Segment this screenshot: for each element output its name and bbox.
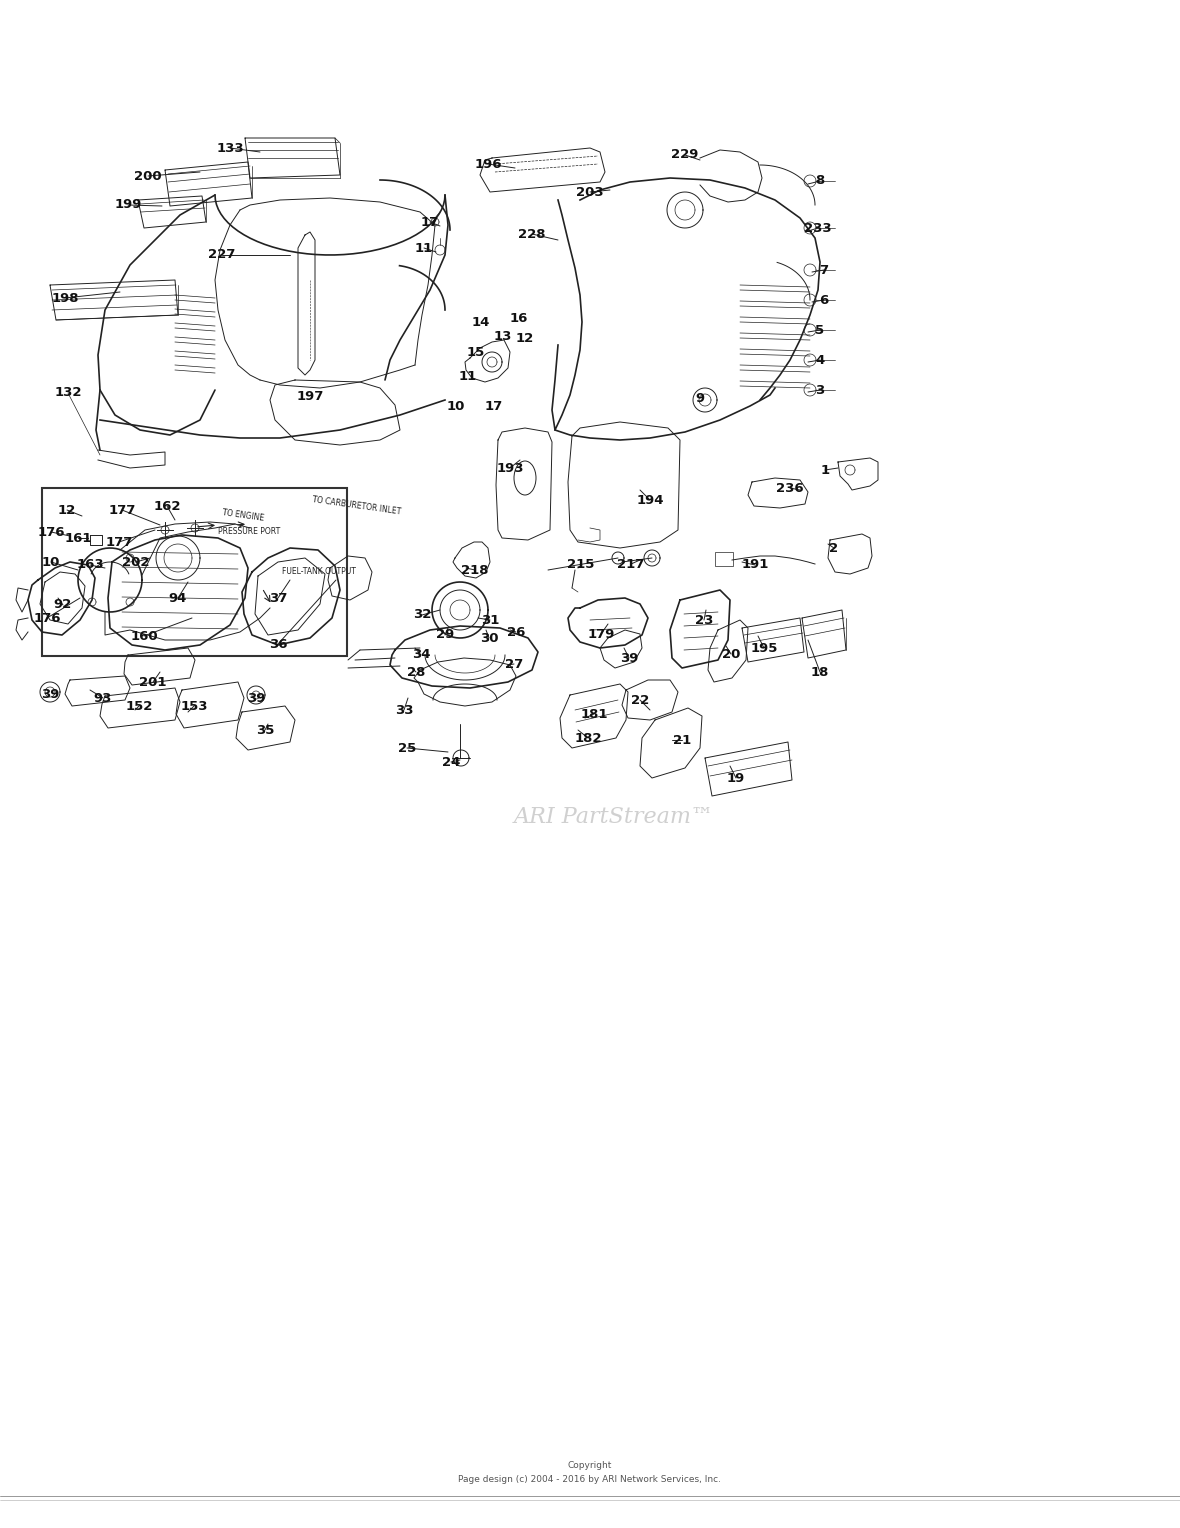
Text: 6: 6 [819, 293, 828, 307]
Text: 132: 132 [54, 387, 81, 399]
Text: 12: 12 [58, 504, 77, 516]
Text: 17: 17 [485, 399, 503, 413]
Text: 32: 32 [413, 608, 431, 622]
Text: PRESSURE PORT: PRESSURE PORT [218, 527, 281, 536]
Text: 31: 31 [480, 614, 499, 626]
Text: 26: 26 [507, 625, 525, 639]
Text: 152: 152 [125, 700, 152, 712]
Text: 30: 30 [480, 631, 498, 645]
Text: 196: 196 [474, 157, 502, 171]
Text: 39: 39 [41, 689, 59, 701]
Text: 227: 227 [209, 249, 236, 261]
Text: 191: 191 [741, 559, 768, 571]
Text: 153: 153 [181, 700, 208, 712]
Text: 199: 199 [114, 199, 142, 211]
Text: 11: 11 [459, 370, 477, 382]
Text: 218: 218 [461, 564, 489, 576]
Text: 203: 203 [576, 185, 604, 199]
Bar [42, 487, 347, 656]
Text: 198: 198 [51, 292, 79, 304]
Text: 28: 28 [407, 666, 425, 678]
Text: 236: 236 [776, 481, 804, 495]
Text: 197: 197 [296, 391, 323, 403]
Text: 93: 93 [94, 692, 112, 704]
Text: 92: 92 [54, 599, 72, 611]
Text: FUEL-TANK OUTPUT: FUEL-TANK OUTPUT [282, 567, 356, 576]
Text: TO CARBURETOR INLET: TO CARBURETOR INLET [312, 495, 401, 516]
Text: 176: 176 [38, 526, 65, 538]
Text: 176: 176 [33, 611, 60, 625]
Text: 34: 34 [412, 648, 431, 662]
Text: 10: 10 [447, 399, 465, 413]
Text: 217: 217 [617, 558, 644, 570]
Text: 23: 23 [695, 614, 713, 626]
Text: 177: 177 [109, 504, 136, 516]
Text: Page design (c) 2004 - 2016 by ARI Network Services, Inc.: Page design (c) 2004 - 2016 by ARI Netwo… [459, 1476, 721, 1485]
Text: 37: 37 [269, 591, 287, 605]
Text: 94: 94 [169, 591, 188, 605]
Text: 16: 16 [510, 312, 529, 324]
Text: 19: 19 [727, 772, 745, 784]
Text: 193: 193 [497, 461, 524, 475]
Text: 11: 11 [415, 241, 433, 255]
Text: 29: 29 [435, 628, 454, 642]
Text: 8: 8 [815, 174, 825, 188]
Text: 179: 179 [588, 628, 615, 640]
Text: 201: 201 [139, 675, 166, 689]
Text: 21: 21 [673, 733, 691, 747]
Text: 39: 39 [247, 692, 266, 704]
Text: 5: 5 [815, 324, 825, 336]
Text: 17: 17 [421, 215, 439, 229]
Text: 35: 35 [256, 723, 274, 736]
Text: 182: 182 [575, 732, 602, 744]
Text: 22: 22 [631, 694, 649, 706]
Text: 215: 215 [568, 559, 595, 571]
Text: 14: 14 [472, 315, 490, 329]
Text: 133: 133 [216, 142, 244, 154]
Text: 20: 20 [722, 648, 740, 660]
Text: 160: 160 [130, 630, 158, 642]
Text: 202: 202 [123, 556, 150, 568]
Text: 39: 39 [620, 651, 638, 665]
Text: 24: 24 [441, 755, 460, 769]
Text: 7: 7 [819, 263, 828, 277]
Text: 18: 18 [811, 666, 830, 678]
Text: 161: 161 [64, 532, 92, 544]
Text: 12: 12 [516, 332, 535, 344]
Text: TO ENGINE: TO ENGINE [222, 509, 264, 523]
Text: ARI PartStream™: ARI PartStream™ [513, 807, 714, 828]
Text: 200: 200 [135, 170, 162, 182]
Text: 10: 10 [41, 556, 60, 568]
Text: 25: 25 [398, 741, 417, 755]
Text: 181: 181 [581, 707, 608, 721]
Text: 15: 15 [467, 345, 485, 359]
Text: 13: 13 [493, 330, 512, 342]
Text: 194: 194 [636, 494, 663, 506]
Text: 1: 1 [820, 463, 830, 477]
Text: 4: 4 [815, 353, 825, 367]
Text: 9: 9 [695, 391, 704, 405]
Text: 33: 33 [395, 703, 413, 717]
Text: 195: 195 [750, 642, 778, 654]
Text: 177: 177 [105, 535, 132, 549]
Text: 163: 163 [77, 559, 104, 571]
Text: 228: 228 [518, 228, 545, 240]
Text: 27: 27 [505, 657, 523, 671]
Text: 233: 233 [805, 222, 832, 234]
Bar [715, 552, 733, 565]
Text: 3: 3 [815, 384, 825, 396]
Text: 2: 2 [830, 541, 839, 555]
Text: Copyright: Copyright [568, 1461, 612, 1470]
Text: 162: 162 [153, 500, 181, 512]
Text: 229: 229 [671, 148, 699, 162]
Text: 36: 36 [269, 637, 287, 651]
